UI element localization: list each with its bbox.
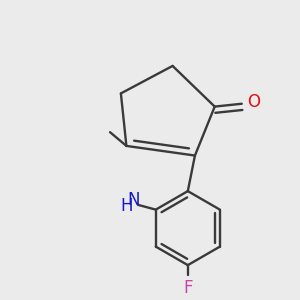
- Text: O: O: [247, 93, 260, 111]
- Text: N: N: [128, 191, 140, 209]
- Text: H: H: [121, 197, 133, 215]
- Text: F: F: [183, 279, 193, 297]
